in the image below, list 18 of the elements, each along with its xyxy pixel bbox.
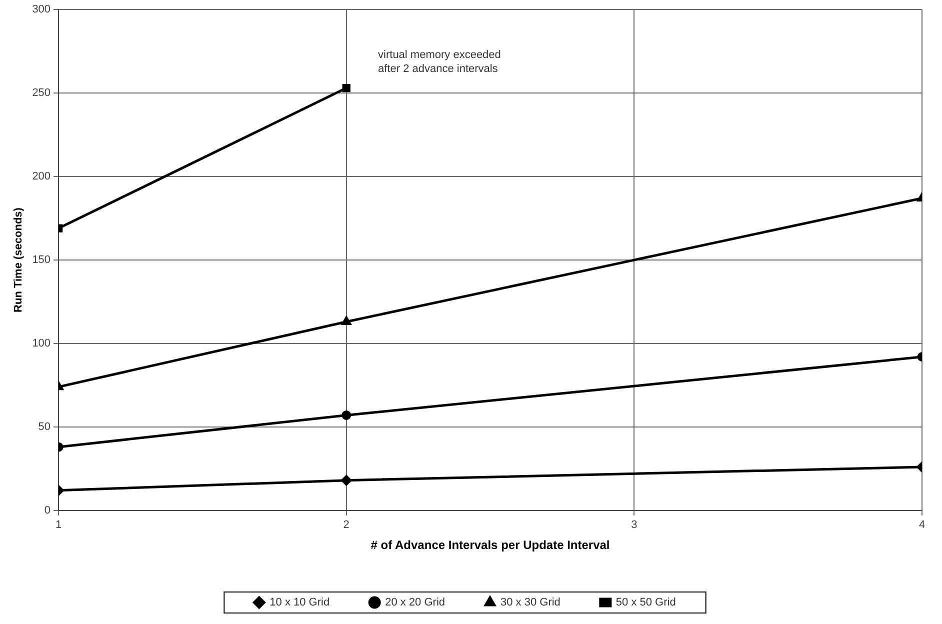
x-axis-title: # of Advance Intervals per Update Interval — [370, 538, 610, 552]
y-tick-label: 0 — [44, 504, 51, 516]
x-tick-label: 1 — [55, 519, 62, 532]
annotation: virtual memory exceeded after 2 advance intervals — [378, 49, 501, 76]
legend-label: 30 x 30 Grid — [500, 596, 560, 609]
legend-label: 50 x 50 Grid — [616, 596, 676, 609]
y-tick-label: 150 — [32, 254, 51, 266]
x-tick-label: 4 — [918, 519, 926, 532]
y-tick-label: 250 — [32, 87, 51, 100]
y-axis-title: Run Time (seconds) — [12, 207, 25, 312]
legend-label: 10 x 10 Grid — [270, 596, 330, 609]
x-tick-label: 2 — [343, 519, 350, 532]
y-tick-label: 300 — [32, 4, 51, 16]
x-tick-label: 3 — [631, 519, 638, 532]
y-tick-label: 100 — [32, 338, 51, 350]
y-tick-label: 200 — [32, 170, 51, 183]
legend-label: 20 x 20 Grid — [385, 596, 445, 609]
y-tick-label: 50 — [38, 420, 51, 433]
